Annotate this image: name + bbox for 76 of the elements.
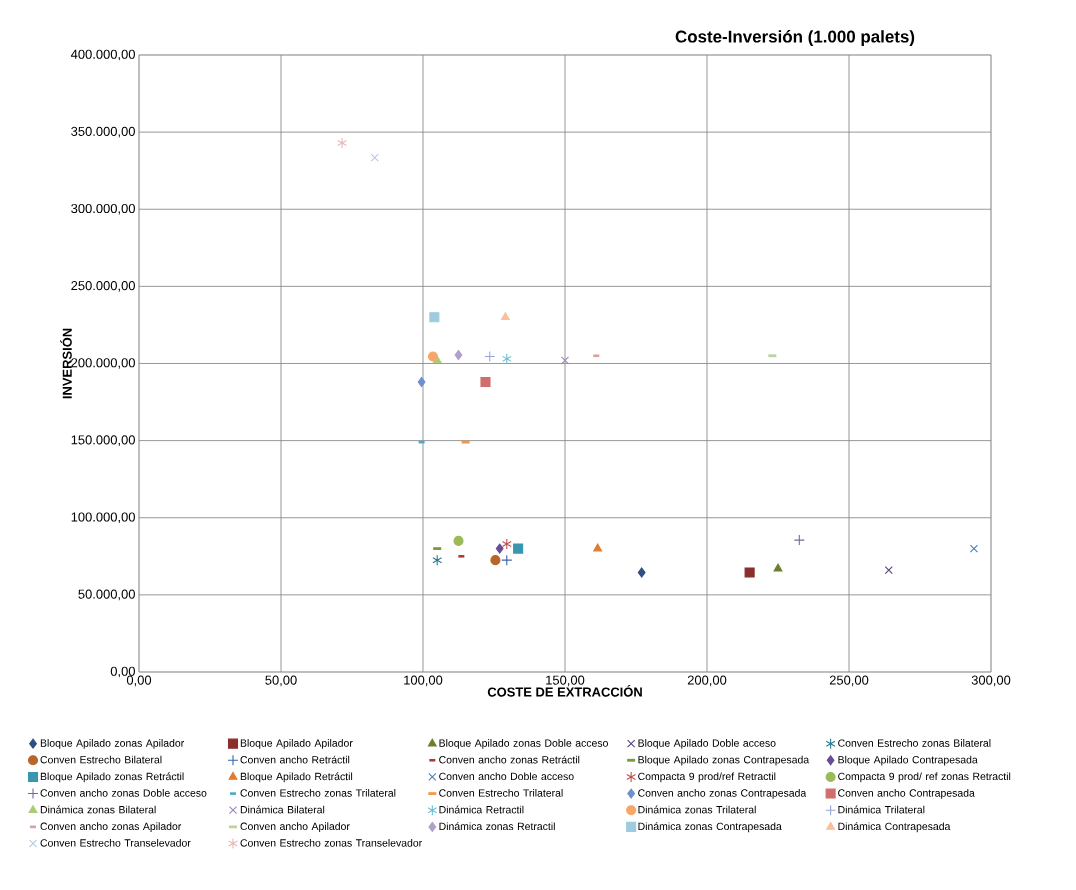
legend-label: Dinámica zonas Bilateral	[40, 805, 156, 814]
point	[593, 543, 603, 552]
y-tick-label: 400.000,00	[70, 49, 135, 61]
point	[432, 554, 443, 566]
y-tick-label: 50.000,00	[78, 589, 135, 601]
x-tick-label: 300,00	[971, 675, 1011, 687]
x-tick-label: 200,00	[687, 675, 727, 687]
legend-label: Conven ancho Doble acceso	[439, 772, 574, 781]
point	[453, 535, 464, 546]
point	[480, 376, 491, 388]
legend-label: Bloque Apilado zonas Retráctil	[40, 772, 184, 783]
legend-label: Compacta 9 prod/ref Retractil	[638, 772, 776, 783]
point	[744, 567, 755, 578]
y-axis-title: INVERSIÓN	[60, 328, 72, 399]
x-tick-label: 250,00	[829, 675, 869, 687]
legend-label: Bloque Apilado Apilador	[240, 739, 353, 749]
point	[484, 351, 496, 363]
legend-label: Bloque Apilado Retráctil	[240, 772, 353, 783]
chart-title: Coste-Inversión (1.000 palets)	[675, 30, 915, 46]
y-tick-label: 350.000,00	[71, 126, 135, 138]
legend-label: Conven ancho zonas Apilador	[40, 822, 182, 833]
legend-label: Conven ancho zonas Contrapesada	[638, 789, 807, 799]
point	[793, 534, 805, 546]
point	[427, 351, 438, 362]
legend-label: Dinámica Bilateral	[240, 805, 325, 814]
legend-label: Conven ancho Retráctil	[240, 755, 350, 764]
legend-label: Bloque Apilado zonas Doble acceso	[439, 739, 608, 749]
legend-label: Dinámica zonas Trilateral	[638, 805, 756, 814]
legend-label: Dinámica Trilateral	[838, 805, 925, 814]
y-tick-label: 200.000,00	[71, 358, 135, 369]
point	[417, 376, 426, 388]
legend-label: Bloque Apilado Contrapesada	[838, 755, 978, 766]
x-tick-label: 100,00	[404, 675, 443, 687]
legend-label: Conven ancho Contrapesada	[838, 789, 975, 799]
legend-label: Conven Estrecho Transelevador	[40, 838, 191, 847]
legend-label: Conven ancho zonas Doble acceso	[40, 789, 207, 797]
point	[370, 153, 379, 162]
point	[501, 538, 512, 550]
point	[501, 554, 513, 566]
x-tick-label: 150,00	[546, 675, 585, 687]
x-tick-label: 0,00	[126, 675, 152, 687]
point	[454, 349, 463, 361]
legend-label: Dinámica zonas Retractil	[439, 822, 555, 831]
legend-label: Conven Estrecho zonas Transelevador	[240, 838, 422, 847]
y-tick-label: 0,00	[110, 666, 135, 678]
legend-label: Bloque Apilado zonas Contrapesada	[638, 755, 810, 766]
y-tick-label: 300.000,00	[71, 203, 135, 215]
point	[773, 563, 783, 572]
x-axis-title: COSTE DE EXTRACCIÓN	[487, 685, 642, 697]
legend-label: Conven ancho Apilador	[240, 822, 350, 833]
y-tick-label: 150.000,00	[71, 435, 135, 446]
point	[513, 543, 524, 554]
point	[429, 312, 440, 323]
point	[969, 544, 979, 553]
legend-label: Conven Estrecho zonas Bilateral	[838, 739, 991, 747]
point	[490, 555, 501, 566]
legend-label: Conven Estrecho Bilateral	[40, 755, 162, 764]
point	[500, 312, 510, 321]
y-tick-label: 100.000,00	[71, 512, 135, 524]
point	[495, 543, 504, 554]
legend-label: Conven Estrecho Trilateral	[439, 789, 563, 797]
point	[501, 353, 512, 365]
point	[337, 137, 347, 149]
y-tick-label: 250.000,00	[71, 281, 135, 292]
legend-label: Conven Estrecho zonas Trilateral	[240, 789, 396, 797]
point	[560, 356, 570, 365]
point	[637, 567, 646, 578]
legend-label: Bloque Apilado zonas Apilador	[40, 739, 185, 749]
x-tick-label: 50,00	[265, 675, 297, 687]
point	[884, 566, 893, 575]
legend-label: Dinámica Retractil	[439, 805, 524, 814]
legend-label: Compacta 9 prod/ ref zonas Retractil	[838, 772, 1011, 783]
legend-label: Dinámica zonas Contrapesada	[638, 822, 782, 833]
legend-label: Conven ancho zonas Retráctil	[439, 755, 580, 764]
legend-label: Bloque Apilado Doble acceso	[638, 739, 776, 749]
legend-label: Dinámica Contrapesada	[838, 822, 951, 833]
